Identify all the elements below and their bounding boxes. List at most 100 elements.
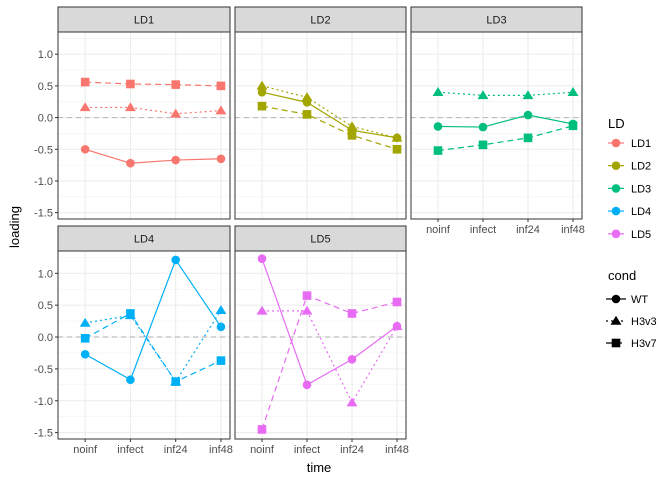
legend-label: LD3 xyxy=(631,183,651,195)
data-point-wt xyxy=(302,380,312,390)
data-point-h3v7 xyxy=(171,80,180,89)
legends: LD cond LD1 LD2 LD3 LD4 LD5 WT H3v3 H3v7 xyxy=(606,116,657,350)
data-point-h3v7 xyxy=(523,133,533,143)
facet-strip-label: LD3 xyxy=(486,15,506,27)
x-tick-label: inf24 xyxy=(164,444,188,456)
data-point-wt xyxy=(80,144,90,154)
y-tick-label: -0.5 xyxy=(34,144,53,156)
color-legend-item: LD4 xyxy=(608,206,651,218)
data-point-h3v7 xyxy=(80,334,90,343)
x-tick-label: inf48 xyxy=(561,224,585,236)
legend-label: LD2 xyxy=(631,161,651,173)
y-tick-label: -1.5 xyxy=(34,208,53,220)
data-point-wt xyxy=(478,122,488,132)
legend-label: H3v7 xyxy=(631,338,657,350)
panel-border xyxy=(57,31,231,220)
y-tick-label: -1.5 xyxy=(34,428,53,440)
legend-key-point xyxy=(611,229,621,239)
data-point-h3v3 xyxy=(346,121,358,131)
series-line-wt xyxy=(261,258,398,386)
data-point-h3v3 xyxy=(256,80,268,90)
data-point-h3v3 xyxy=(301,305,313,315)
data-point-h3v7 xyxy=(216,81,226,91)
facet-strip-label: LD4 xyxy=(134,234,154,246)
data-point-h3v3 xyxy=(215,305,227,315)
panel-border xyxy=(234,31,407,220)
cond-legend-title: cond xyxy=(608,268,636,283)
data-point-h3v3 xyxy=(301,92,313,102)
data-point-wt xyxy=(126,158,135,168)
x-tick-label: infect xyxy=(117,444,143,456)
data-point-wt xyxy=(347,355,357,364)
data-point-h3v7 xyxy=(126,79,135,89)
data-point-h3v7 xyxy=(257,425,267,434)
x-tick-label: inf48 xyxy=(385,444,409,456)
panel-background xyxy=(235,251,406,439)
x-tick-label: inf24 xyxy=(340,444,364,456)
y-tick-label: 0.5 xyxy=(38,81,53,93)
data-point-h3v3 xyxy=(391,321,403,330)
x-tick-label: noinf xyxy=(426,224,451,236)
panel-border xyxy=(57,250,231,440)
series-line-wt xyxy=(84,258,222,381)
legend-key-point xyxy=(611,184,621,193)
series-line-wt xyxy=(84,148,221,164)
legend-key-point xyxy=(611,138,621,148)
cond-legend-item: WT xyxy=(606,294,648,306)
color-legend-item: LD5 xyxy=(608,229,651,241)
y-tick-label: 0.0 xyxy=(38,332,53,344)
x-tick-label: noinf xyxy=(73,444,98,456)
y-tick-label: 0.5 xyxy=(38,300,53,312)
data-point-h3v3 xyxy=(522,90,534,100)
legend-label: H3v3 xyxy=(631,316,657,328)
x-tick-label: noinf xyxy=(250,444,275,456)
data-point-wt xyxy=(257,87,267,97)
data-point-h3v7 xyxy=(392,297,402,307)
data-point-wt xyxy=(216,154,226,164)
data-point-h3v7 xyxy=(478,140,488,150)
facet-strip xyxy=(57,6,231,33)
x-tick-label: inf24 xyxy=(516,224,540,236)
data-point-h3v3 xyxy=(215,105,227,115)
data-point-h3v3 xyxy=(567,87,579,96)
data-point-h3v3 xyxy=(477,90,489,100)
data-point-h3v7 xyxy=(257,101,267,111)
legend-label: LD1 xyxy=(631,138,651,150)
data-point-wt xyxy=(257,254,267,263)
series-line-h3v7 xyxy=(85,81,221,87)
color-legend-item: LD2 xyxy=(608,161,651,173)
data-point-h3v7 xyxy=(302,110,312,119)
legend-key-point xyxy=(611,161,621,170)
data-point-wt xyxy=(171,255,180,265)
legend-key-shape xyxy=(611,338,621,348)
data-point-h3v3 xyxy=(170,108,182,118)
data-point-h3v3 xyxy=(79,317,91,327)
panel-border xyxy=(234,250,407,440)
cond-legend-item: H3v3 xyxy=(606,315,657,328)
y-tick-label: -1.0 xyxy=(34,176,53,188)
facet-strip-label: LD5 xyxy=(310,234,330,246)
data-point-wt xyxy=(433,122,443,131)
data-point-h3v7 xyxy=(216,356,226,365)
data-point-h3v3 xyxy=(391,132,403,142)
panel-background xyxy=(235,32,406,219)
facet-panel-ld5: LD5 xyxy=(234,225,407,440)
y-axis-title: loading xyxy=(7,206,22,248)
legend-label: WT xyxy=(631,294,648,306)
data-point-h3v3 xyxy=(124,102,136,112)
legend-label: LD5 xyxy=(631,229,651,241)
facet-panels: LD1 LD2 LD3 LD4 LD5 xyxy=(57,6,583,440)
y-tick-label: 0.0 xyxy=(38,113,53,125)
data-point-h3v7 xyxy=(126,309,135,318)
color-legend-item: LD3 xyxy=(608,183,651,195)
series-line-wt xyxy=(437,114,574,128)
data-point-h3v7 xyxy=(171,377,180,386)
series-line-h3v3 xyxy=(262,310,398,404)
facet-panel-ld4: LD4 xyxy=(57,225,231,440)
legend-key-shape xyxy=(610,315,622,325)
data-point-h3v7 xyxy=(80,77,90,87)
legend-key-shape xyxy=(611,294,621,304)
y-tick-label: -0.5 xyxy=(34,364,53,376)
series-line-h3v7 xyxy=(84,312,222,383)
